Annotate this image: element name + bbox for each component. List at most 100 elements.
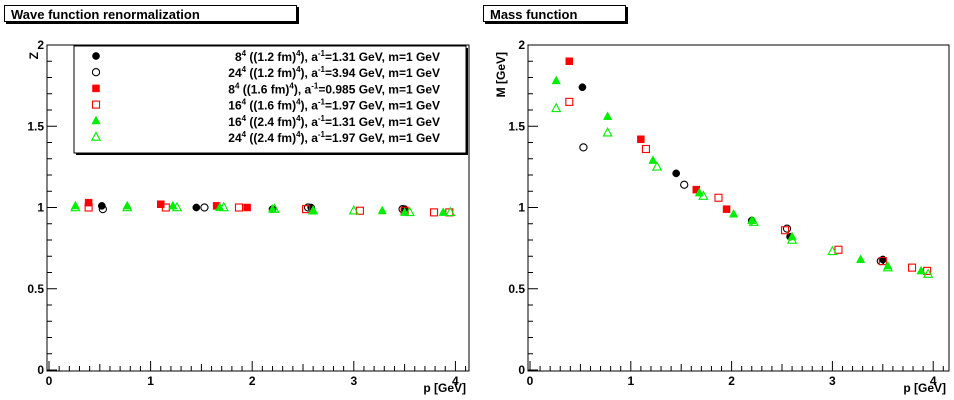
y-tick-label: 1 <box>518 201 525 215</box>
data-point <box>722 205 731 213</box>
y-axis-label: Z <box>27 52 41 59</box>
data-point <box>84 203 93 212</box>
data-point <box>438 207 448 216</box>
x-tick-label: 1 <box>627 374 634 388</box>
data-point <box>377 205 387 215</box>
data-point <box>218 201 229 212</box>
chart-title: Mass function <box>483 5 626 22</box>
x-tick-label: 0 <box>46 374 53 388</box>
data-point <box>728 208 739 218</box>
data-point <box>122 201 133 212</box>
data-point <box>551 75 561 85</box>
chart-title-text: Wave function renormalization <box>11 7 200 22</box>
chart-title-text: Mass function <box>490 7 578 22</box>
legend-marker <box>91 115 101 125</box>
legend-box <box>73 45 467 154</box>
data-point <box>192 203 201 212</box>
data-point <box>916 265 926 275</box>
data-point <box>301 205 311 214</box>
data-point <box>404 206 415 217</box>
x-tick-label: 4 <box>930 374 937 388</box>
data-point <box>84 198 93 207</box>
x-tick-label: 2 <box>728 374 735 388</box>
legend-label: 164 ((2.4 fm)4), a-1=1.31 GeV, m=1 GeV <box>228 114 440 129</box>
data-point <box>834 245 843 254</box>
legend-marker <box>91 100 101 109</box>
data-point <box>348 204 359 215</box>
data-point <box>882 261 893 272</box>
legend: 84 ((1.2 fm)4), a-1=1.31 GeV, m=1 GeV244… <box>73 45 468 155</box>
data-point <box>786 234 798 244</box>
data-point <box>565 97 574 106</box>
y-tick-label: 2 <box>37 38 44 52</box>
legend-marker <box>92 84 100 93</box>
legend-label: 164 ((1.6 fm)4), a-1=1.97 GeV, m=1 GeV <box>228 98 440 113</box>
x-tick-label: 4 <box>452 374 459 388</box>
z-panel: Z p [GeV] 0 1 2 3 4 0 0.5 1 1.5 2 84 ((1.2 fm)4),… <box>27 38 470 395</box>
legend-label: 244 ((1.2 fm)4), a-1=3.94 GeV, m=1 GeV <box>228 65 440 80</box>
data-point <box>923 268 934 278</box>
data-point <box>430 208 439 217</box>
data-point <box>714 193 723 202</box>
data-point <box>878 257 887 266</box>
data-point <box>445 206 456 217</box>
data-point <box>269 203 280 213</box>
x-tick-label: 3 <box>350 374 357 388</box>
data-point <box>565 57 574 65</box>
y-tick-label: 0 <box>37 363 44 377</box>
data-point <box>98 204 107 214</box>
y-tick-label: 0 <box>518 363 525 377</box>
x-tick-label: 2 <box>249 374 256 388</box>
data-point <box>551 102 562 113</box>
data-point <box>579 143 588 152</box>
data-point <box>878 255 887 264</box>
y-tick-label: 1 <box>37 201 44 215</box>
data-point <box>70 201 81 212</box>
data-point <box>243 203 251 212</box>
mass-panel: M [GeV] p [GeV] 0 1 2 3 4 0 0.5 1 1.5 2 <box>494 38 950 395</box>
data-point <box>651 161 663 171</box>
legend-label: 244 ((2.4 fm)4), a-1=1.97 GeV, m=1 GeV <box>228 130 440 145</box>
data-point <box>856 254 866 263</box>
data-point <box>827 245 838 256</box>
data-point <box>578 83 587 92</box>
data-point <box>747 215 757 224</box>
data-point <box>308 204 319 215</box>
legend-label: 84 ((1.6 fm)4), a-1=0.985 GeV, m=1 GeV <box>228 81 440 96</box>
data-point <box>680 180 689 189</box>
data-point <box>907 263 917 272</box>
data-point <box>672 169 681 178</box>
data-point <box>303 203 313 212</box>
y-axis-label: M [GeV] <box>494 52 508 97</box>
y-tick-label: 1.5 <box>508 119 525 133</box>
data-point <box>602 111 613 120</box>
legend-label: 84 ((1.2 fm)4), a-1=1.31 GeV, m=1 GeV <box>235 49 440 64</box>
y-tick-label: 0.5 <box>508 282 525 296</box>
chart-title: Wave function renormalization <box>4 5 297 22</box>
data-point <box>171 201 183 212</box>
plot-frame <box>527 44 950 372</box>
data-point <box>648 155 658 164</box>
x-tick-label: 3 <box>829 374 836 388</box>
data-point <box>641 144 650 154</box>
data-point <box>782 224 792 233</box>
x-axis-label: p [GeV] <box>903 381 946 395</box>
y-tick-label: 1.5 <box>27 119 44 133</box>
legend-shadow <box>76 153 468 155</box>
data-point <box>637 135 645 143</box>
y-tick-label: 0.5 <box>27 282 44 296</box>
legend-marker <box>91 68 101 77</box>
data-point <box>200 203 209 212</box>
legend-marker <box>90 131 102 141</box>
data-point <box>602 126 613 137</box>
legend-shadow <box>466 48 468 155</box>
y-tick-label: 2 <box>518 38 525 52</box>
data-point <box>234 203 244 212</box>
data-point <box>780 226 790 235</box>
x-tick-label: 0 <box>527 374 534 388</box>
x-axis-label: p [GeV] <box>423 381 466 395</box>
data-point <box>698 190 709 200</box>
data-point <box>748 216 759 226</box>
x-tick-label: 1 <box>147 374 154 388</box>
